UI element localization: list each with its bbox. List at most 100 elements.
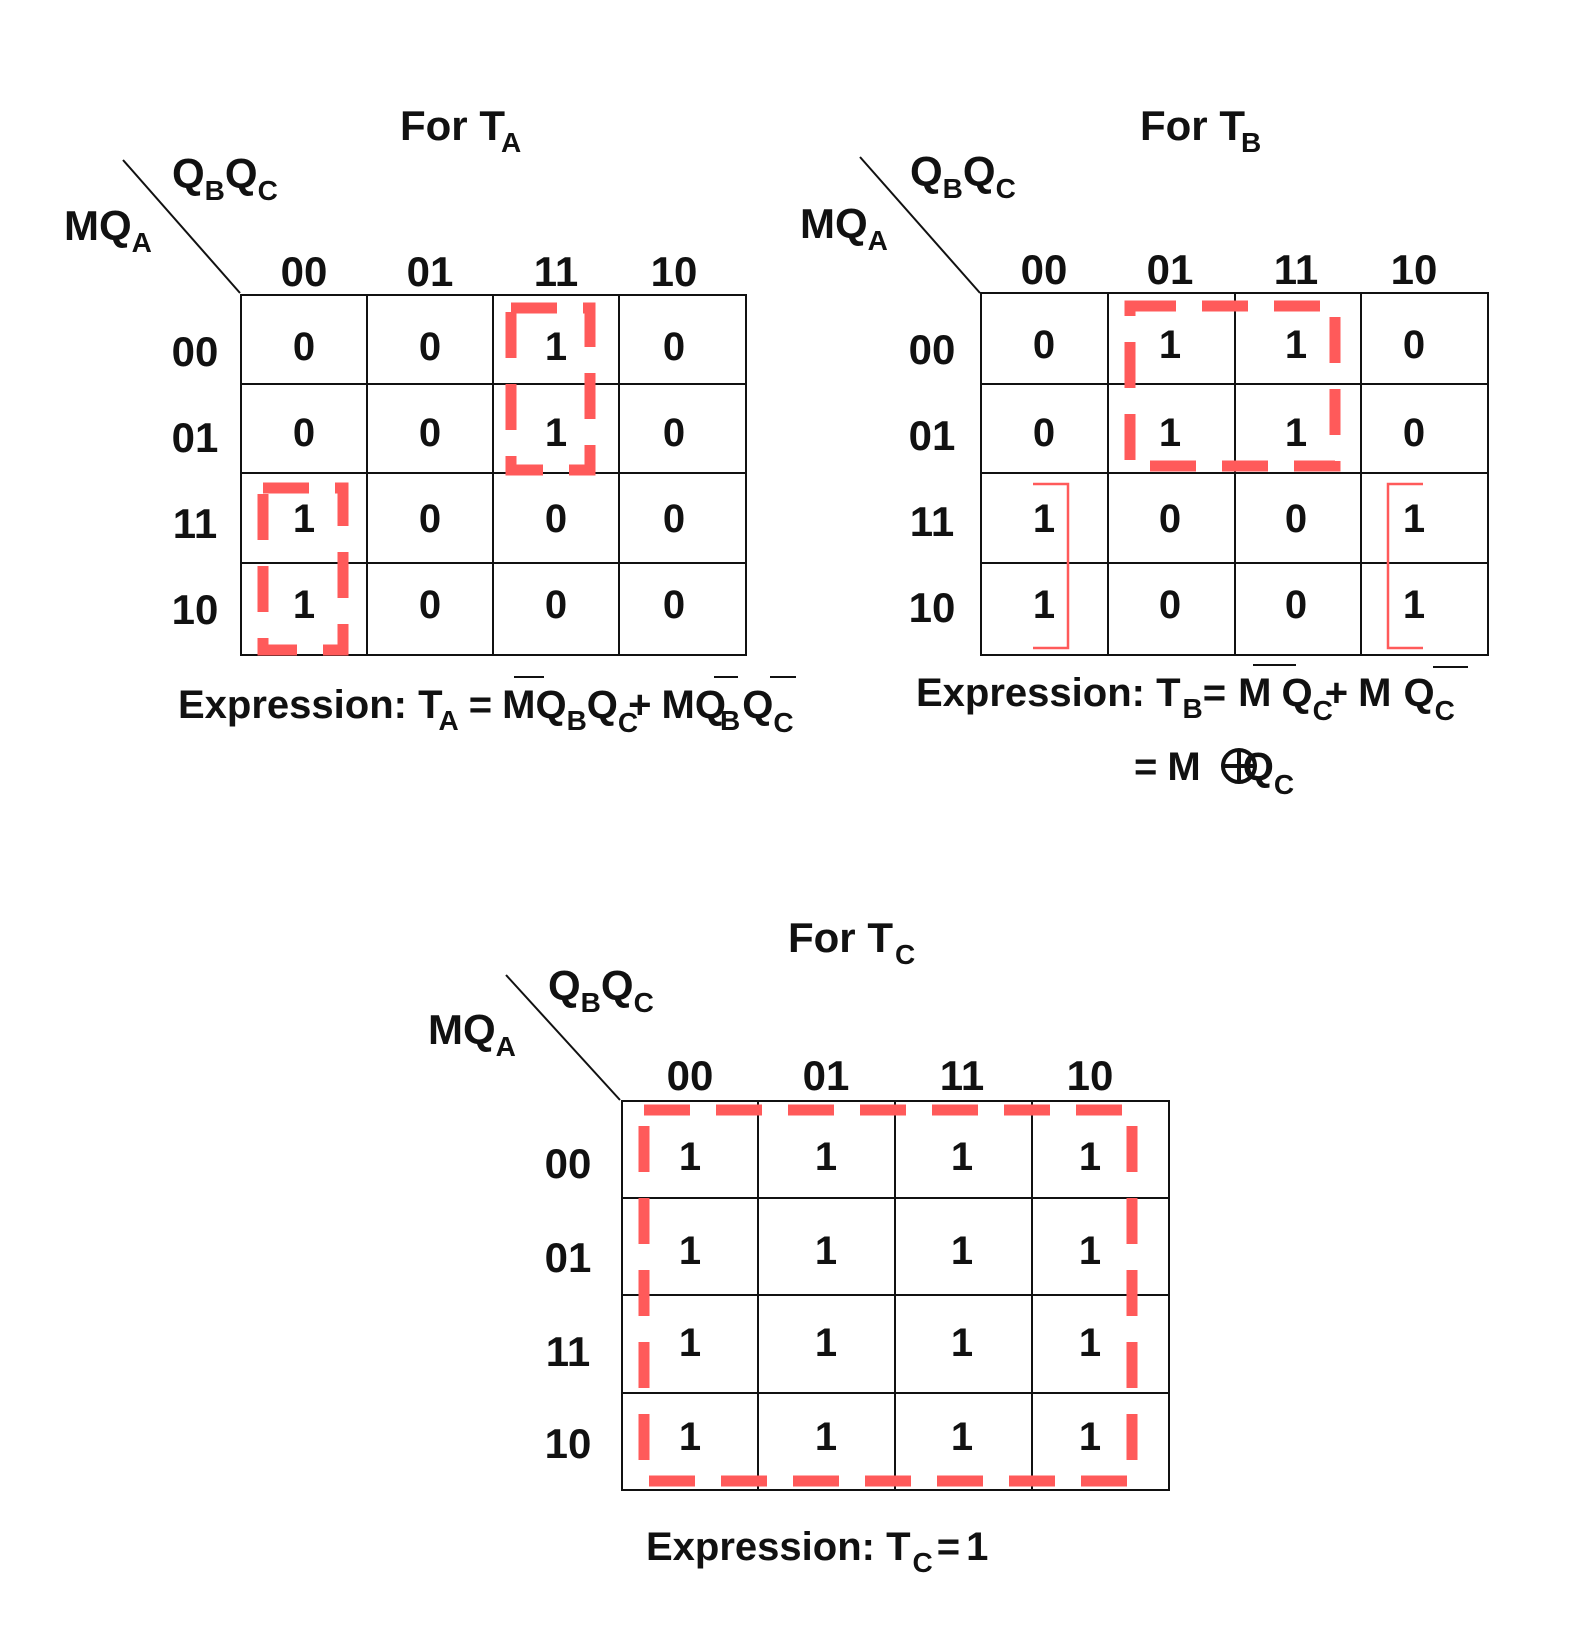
tc-col-header: 11 — [940, 1052, 984, 1099]
tc-row-header: 00 — [545, 1140, 592, 1187]
tc-group-loop — [638, 1104, 1138, 1487]
ta-cell: 0 — [419, 411, 441, 455]
tc-cell: 1 — [679, 1135, 701, 1179]
ta-group-loop — [257, 482, 349, 656]
tc-cell: 1 — [951, 1229, 973, 1273]
tb-cell: 1 — [1159, 411, 1181, 455]
tc-row-variable: MQA — [428, 1006, 516, 1062]
kmap-tb: For TB QBQC MQA 00 01 11 10 00 01 11 10 … — [800, 102, 1489, 800]
tb-cell: 1 — [1033, 583, 1055, 627]
ta-row-header: 11 — [173, 500, 217, 547]
ta-cells: 0 0 1 0 0 0 1 0 1 0 0 0 1 0 0 0 — [293, 325, 685, 627]
tc-col-header: 00 — [667, 1052, 714, 1099]
tc-cell: 1 — [679, 1321, 701, 1365]
tc-cell: 1 — [1079, 1135, 1101, 1179]
tc-col-header: 10 — [1067, 1052, 1114, 1099]
tc-cell: 1 — [815, 1321, 837, 1365]
ta-expression: Expression: TA = MQBQC+ MQBQC — [178, 683, 794, 738]
tc-expression: Expression: TC = 1 — [646, 1525, 988, 1578]
tc-row-header: 10 — [545, 1420, 592, 1467]
tc-cell: 1 — [815, 1229, 837, 1273]
tb-cell: 1 — [1285, 323, 1307, 367]
ta-col-header: 10 — [651, 248, 698, 295]
tb-col-header: 01 — [1147, 246, 1194, 293]
ta-group-loop — [505, 302, 596, 476]
tc-col-variable: QBQC — [548, 962, 654, 1018]
ta-cell: 1 — [293, 497, 315, 541]
tb-expression-simplified: = M QC — [1134, 745, 1294, 800]
tc-corner-diagonal — [505, 974, 621, 1101]
ta-col-header: 11 — [534, 248, 578, 295]
tb-column-headers: 00 01 11 10 — [1021, 246, 1438, 293]
tb-cell: 0 — [1159, 497, 1181, 541]
tb-cells: 0 1 1 0 0 1 1 0 1 0 0 1 1 0 0 1 — [1033, 323, 1425, 627]
tb-cell: 0 — [1285, 497, 1307, 541]
tc-cell: 1 — [951, 1415, 973, 1459]
tc-cell: 1 — [1079, 1321, 1101, 1365]
tc-cell: 1 — [679, 1415, 701, 1459]
tb-row-header: 10 — [909, 584, 956, 631]
ta-col-variable: QBQC — [172, 150, 278, 206]
ta-row-header: 10 — [172, 586, 219, 633]
tb-cell: 0 — [1285, 583, 1307, 627]
tb-cell: 1 — [1285, 411, 1307, 455]
ta-col-header: 01 — [407, 248, 454, 295]
ta-grid — [240, 294, 747, 656]
tb-col-variable: QBQC — [910, 148, 1016, 204]
tb-group-loop — [1124, 300, 1341, 472]
ta-row-variable: MQA — [64, 202, 152, 258]
ta-cell: 0 — [663, 497, 685, 541]
tc-cell: 1 — [679, 1229, 701, 1273]
tb-grid — [980, 292, 1489, 656]
tb-cell: 1 — [1403, 497, 1425, 541]
tc-col-header: 01 — [803, 1052, 850, 1099]
ta-row-headers: 00 01 11 10 — [172, 328, 219, 633]
tb-cell: 0 — [1403, 323, 1425, 367]
tc-cell: 1 — [1079, 1415, 1101, 1459]
tc-cell: 1 — [1079, 1229, 1101, 1273]
ta-cell: 0 — [663, 325, 685, 369]
tb-title: For TB — [1140, 102, 1261, 158]
tb-col-header: 00 — [1021, 246, 1068, 293]
tc-column-headers: 00 01 11 10 — [667, 1052, 1114, 1099]
ta-column-headers: 00 01 11 10 — [281, 248, 698, 295]
tb-col-header: 10 — [1391, 246, 1438, 293]
tb-row-variable: MQA — [800, 200, 888, 256]
ta-cell: 0 — [663, 411, 685, 455]
tc-cell: 1 — [815, 1135, 837, 1179]
ta-cell: 1 — [545, 411, 567, 455]
ta-corner-diagonal — [122, 159, 241, 294]
tc-row-header: 11 — [546, 1328, 590, 1375]
tb-cell: 0 — [1033, 323, 1055, 367]
kmap-ta: For TA QBQC MQA 00 01 11 10 00 01 11 10 … — [64, 102, 796, 738]
kmap-tc: For TC QBQC MQA 00 01 11 10 00 01 11 10 … — [428, 914, 1170, 1578]
ta-cell: 1 — [545, 325, 567, 369]
tc-cells: 1 1 1 1 1 1 1 1 1 1 1 1 1 1 1 1 — [679, 1135, 1101, 1459]
ta-row-header: 01 — [172, 414, 219, 461]
ta-cell: 0 — [419, 497, 441, 541]
tb-corner-diagonal — [859, 156, 981, 294]
tb-cell: 0 — [1403, 411, 1425, 455]
tc-cell: 1 — [951, 1321, 973, 1365]
tc-cell: 1 — [815, 1415, 837, 1459]
tb-row-header: 00 — [909, 326, 956, 373]
tb-col-header: 11 — [1274, 246, 1318, 293]
ta-cell: 0 — [293, 411, 315, 455]
ta-cell: 0 — [545, 497, 567, 541]
tb-cell: 0 — [1159, 583, 1181, 627]
tb-cell: 1 — [1033, 497, 1055, 541]
ta-cell: 0 — [419, 583, 441, 627]
ta-title: For TA — [400, 102, 521, 158]
tb-row-header: 11 — [910, 498, 954, 545]
ta-col-header: 00 — [281, 248, 328, 295]
tc-row-header: 01 — [545, 1234, 592, 1281]
tb-row-headers: 00 01 11 10 — [909, 326, 956, 631]
tb-row-header: 01 — [909, 412, 956, 459]
ta-cell: 0 — [293, 325, 315, 369]
ta-cell: 0 — [663, 583, 685, 627]
ta-row-header: 00 — [172, 328, 219, 375]
ta-cell: 0 — [419, 325, 441, 369]
tb-wrap-bracket — [1033, 482, 1070, 650]
tb-cell: 0 — [1033, 411, 1055, 455]
ta-cell: 0 — [545, 583, 567, 627]
